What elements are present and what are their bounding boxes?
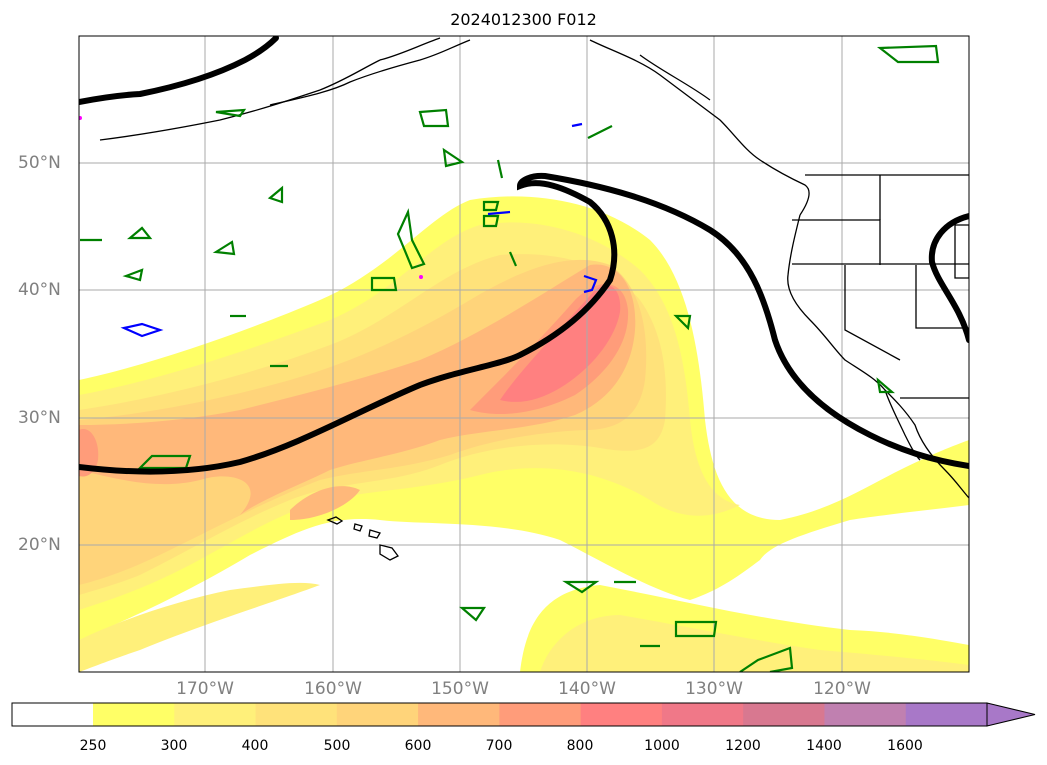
colorbar-tick-label: 400 [241, 738, 269, 754]
colorbar-segment [418, 703, 500, 726]
colorbar-segment [580, 703, 663, 726]
map-frame [78, 35, 970, 673]
colorbar [11, 702, 1036, 727]
lon-label-140w: 140°W [558, 679, 616, 699]
colorbar-tick-label: 250 [79, 738, 107, 754]
jet-contours [79, 36, 969, 475]
ivt-band-local-south [290, 486, 360, 520]
lon-label-130w: 130°W [685, 679, 743, 699]
colorbar-segment [661, 703, 744, 726]
colorbar-tick-label: 300 [160, 738, 188, 754]
colorbar-under-segment [12, 703, 93, 726]
colorbar-segment [93, 703, 175, 726]
colorbar-tick-label: 700 [485, 738, 513, 754]
colorbar-segment [824, 703, 907, 726]
colorbar-tick-label: 600 [404, 738, 432, 754]
lat-label-20n: 20°N [18, 535, 61, 555]
colorbar-tick-label: 800 [566, 738, 594, 754]
ivt-band-800 [500, 285, 621, 402]
colorbar-segment [905, 703, 988, 726]
ivt-southern-band-inner [540, 615, 969, 672]
colorbar-segment [499, 703, 582, 726]
lat-label-40n: 40°N [18, 280, 61, 300]
ivt-band-600 [79, 264, 636, 515]
colorbar-tick-label: 500 [323, 738, 351, 754]
lon-label-160w: 160°W [304, 679, 362, 699]
colorbar-tick-label: 1600 [887, 738, 923, 754]
lon-label-150w: 150°W [431, 679, 489, 699]
green-contours [80, 44, 940, 672]
colorbar-segment [743, 703, 825, 726]
colorbar-tick-label: 1000 [644, 738, 680, 754]
colorbar-segment [336, 703, 419, 726]
colorbar-segment [255, 703, 338, 726]
colorbar-segment [174, 703, 257, 726]
ivt-sw-band [79, 582, 320, 672]
coastlines [99, 37, 969, 561]
colorbar-tick-label: 1400 [806, 738, 842, 754]
colorbar-extend-arrow [986, 702, 1036, 727]
graticule [79, 36, 969, 672]
lat-label-30n: 30°N [18, 408, 61, 428]
blue-contours [120, 122, 598, 338]
magenta-marks [79, 116, 423, 279]
lon-label-170w: 170°W [176, 679, 234, 699]
map-title: 2024012300 F012 [450, 10, 597, 29]
lat-label-50n: 50°N [18, 153, 61, 173]
lon-label-120w: 120°W [813, 679, 871, 699]
colorbar-tick-label: 1200 [725, 738, 761, 754]
